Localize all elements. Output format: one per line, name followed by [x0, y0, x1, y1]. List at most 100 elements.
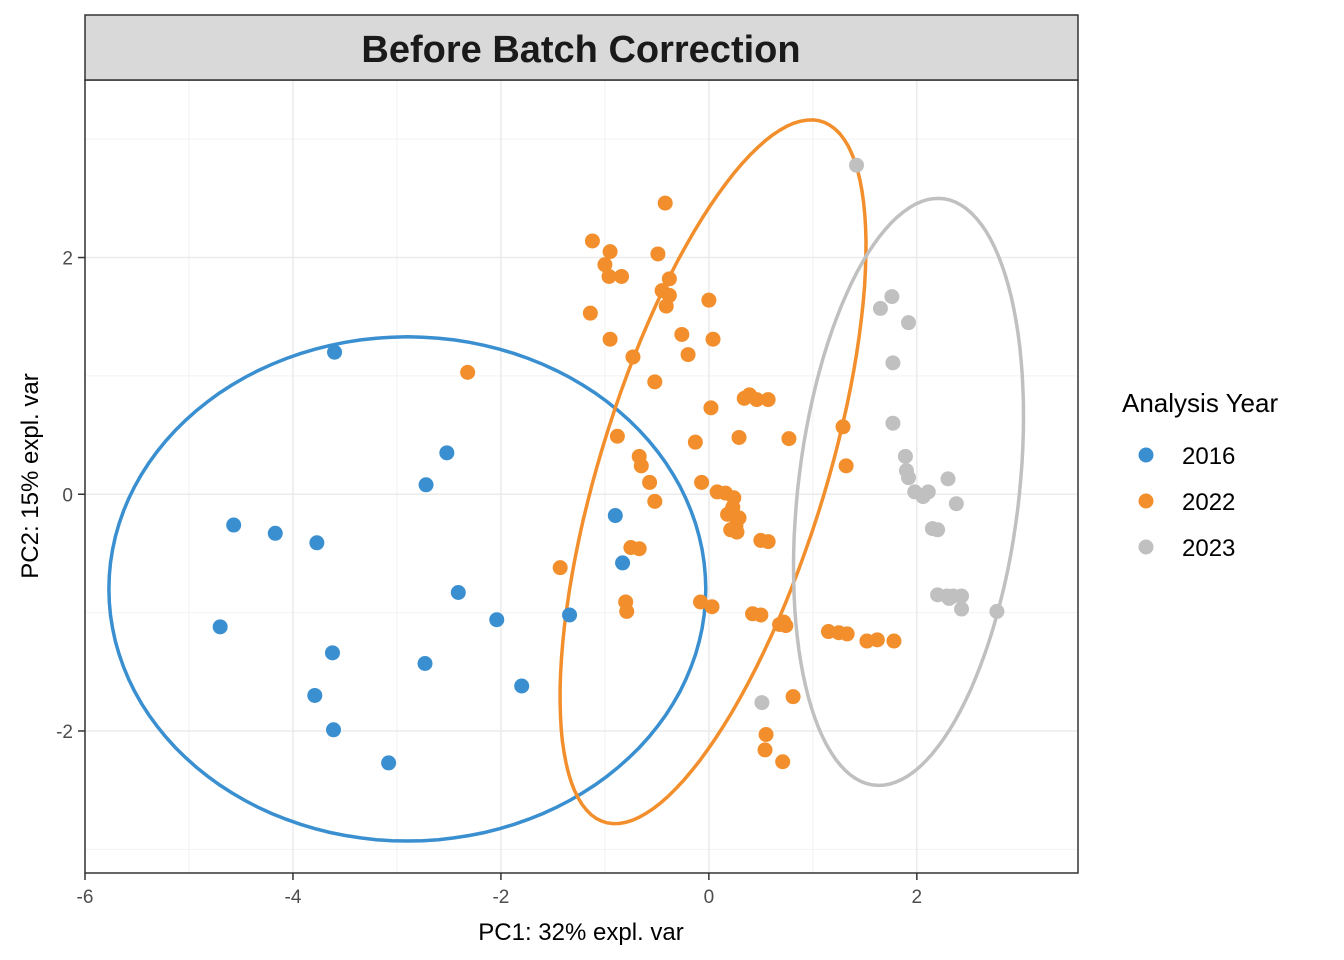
point-2022 [757, 742, 773, 758]
point-2022 [705, 331, 721, 347]
point-2022 [661, 271, 677, 287]
point-2022 [602, 244, 618, 260]
point-2022 [647, 493, 663, 509]
legend: Analysis Year 2016 2022 2023 [1122, 388, 1278, 562]
point-2022 [584, 233, 600, 249]
legend-key-2022 [1138, 493, 1154, 509]
y-tick-label: 0 [62, 485, 73, 506]
point-2016 [514, 678, 530, 694]
x-tick-label: -6 [77, 887, 94, 908]
x-tick-label: 2 [912, 887, 923, 908]
point-2022 [760, 534, 776, 550]
point-2023 [901, 470, 917, 486]
point-2022 [693, 594, 709, 610]
point-2023 [948, 496, 964, 512]
point-2022 [731, 429, 747, 445]
point-2022 [729, 524, 745, 540]
point-2016 [327, 344, 343, 360]
point-2016 [326, 722, 342, 738]
x-tick-label: -4 [285, 887, 302, 908]
point-2022 [602, 331, 618, 347]
ellipse-2022 [558, 118, 868, 826]
point-2016 [562, 607, 578, 623]
y-axis-title: PC2: 15% expl. var [17, 373, 44, 578]
point-2016 [615, 555, 631, 571]
point-2022 [674, 326, 690, 342]
legend-label-2023: 2023 [1182, 535, 1235, 562]
point-2022 [650, 246, 666, 262]
point-2022 [625, 349, 641, 365]
point-2023 [897, 448, 913, 464]
point-2022 [781, 431, 797, 447]
point-2022 [758, 727, 774, 743]
point-2023 [885, 415, 901, 431]
confidence-ellipses [107, 118, 1026, 843]
point-2022 [886, 633, 902, 649]
point-2022 [785, 689, 801, 705]
legend-label-2022: 2022 [1182, 489, 1235, 516]
point-2022 [631, 541, 647, 557]
point-2022 [633, 458, 649, 474]
point-2016 [381, 755, 397, 771]
point-2016 [489, 612, 505, 628]
legend-key-2016 [1138, 447, 1154, 463]
point-2022 [601, 268, 617, 284]
point-2016 [450, 584, 466, 600]
point-2022 [760, 392, 776, 408]
point-2022 [687, 434, 703, 450]
point-2023 [930, 522, 946, 538]
point-2023 [754, 695, 770, 711]
point-2016 [439, 445, 455, 461]
point-2022 [720, 506, 736, 522]
point-2022 [703, 400, 719, 416]
point-2022 [552, 560, 568, 576]
point-2022 [839, 626, 855, 642]
point-2023 [884, 289, 900, 305]
x-tick-label: 0 [704, 887, 715, 908]
data-points [212, 157, 1005, 771]
point-2022 [680, 347, 696, 363]
point-2022 [582, 305, 598, 321]
point-2016 [418, 477, 434, 493]
point-2023 [989, 603, 1005, 619]
point-2022 [704, 599, 720, 615]
point-2022 [753, 607, 769, 623]
point-2023 [954, 588, 970, 604]
x-axis-title: PC1: 32% expl. var [478, 919, 683, 946]
point-2022 [614, 268, 630, 284]
point-2022 [835, 419, 851, 435]
legend-title: Analysis Year [1122, 388, 1278, 418]
point-2023 [940, 471, 956, 487]
point-2022 [749, 392, 765, 408]
point-2016 [307, 687, 323, 703]
point-2022 [657, 195, 673, 211]
legend-label-2016: 2016 [1182, 443, 1235, 470]
y-tick-label: 2 [62, 249, 73, 270]
minor-gridlines [85, 80, 1078, 873]
point-2022 [869, 632, 885, 648]
legend-key-2023 [1138, 539, 1154, 555]
point-2022 [647, 374, 663, 390]
y-axis-ticks: -2 0 2 [56, 249, 85, 743]
x-axis-ticks: -6 -4 -2 0 2 [77, 873, 923, 908]
point-2016 [607, 508, 623, 524]
point-2022 [642, 474, 658, 490]
point-2016 [267, 525, 283, 541]
point-2023 [920, 484, 936, 500]
point-2016 [417, 656, 433, 672]
point-2022 [775, 754, 791, 770]
point-2022 [736, 390, 752, 406]
point-2022 [460, 364, 476, 380]
point-2022 [658, 298, 674, 314]
ellipse-2023 [791, 196, 1026, 788]
point-2016 [212, 619, 228, 635]
title-strip [84, 14, 1079, 81]
point-2022 [619, 603, 635, 619]
point-2022 [694, 474, 710, 490]
point-2023 [885, 355, 901, 371]
y-tick-label: -2 [56, 722, 73, 743]
point-2016 [309, 535, 325, 551]
point-2022 [778, 618, 794, 634]
point-2023 [901, 315, 917, 331]
